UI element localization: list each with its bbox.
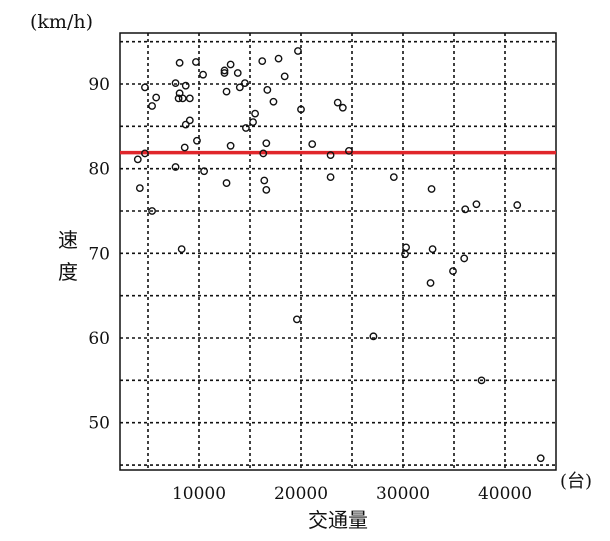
- data-point: [259, 149, 268, 158]
- data-point: [477, 376, 486, 385]
- data-point: [175, 58, 184, 67]
- x-axis-unit: (台): [560, 471, 592, 492]
- data-point: [141, 149, 149, 158]
- data-point: [235, 83, 244, 92]
- data-point: [297, 105, 305, 114]
- data-point: [152, 93, 161, 102]
- data-point: [180, 143, 189, 152]
- y-axis-label: 速度: [58, 228, 78, 284]
- data-point: [402, 243, 410, 252]
- data-point: [326, 151, 335, 160]
- data-point: [226, 60, 235, 69]
- x-tick-label: 10000: [172, 484, 226, 504]
- data-point: [249, 118, 257, 127]
- y-tick-label: 70: [88, 244, 110, 264]
- data-point: [185, 116, 194, 125]
- data-point: [427, 185, 436, 193]
- data-point: [274, 54, 283, 63]
- data-point: [192, 58, 200, 66]
- data-point: [133, 155, 142, 164]
- x-tick-label: 40000: [478, 484, 532, 504]
- data-point: [258, 57, 267, 66]
- x-tick-label: 20000: [274, 484, 328, 504]
- data-point: [294, 47, 302, 55]
- data-point: [269, 97, 278, 106]
- data-point: [262, 139, 271, 148]
- data-point: [181, 120, 190, 129]
- data-point: [426, 279, 435, 287]
- data-point: [148, 102, 156, 110]
- data-point: [220, 69, 229, 77]
- data-point: [513, 201, 522, 209]
- x-axis-label: 交通量: [308, 508, 368, 532]
- data-point: [200, 167, 209, 176]
- data-point: [233, 69, 242, 77]
- data-point: [135, 184, 144, 193]
- data-point: [293, 315, 301, 324]
- y-tick-label: 50: [88, 414, 110, 434]
- data-point: [389, 173, 398, 182]
- data-point: [193, 136, 201, 145]
- y-tick-label: 60: [88, 329, 110, 349]
- data-point: [345, 146, 353, 155]
- data-point: [199, 70, 207, 79]
- data-point: [262, 185, 271, 194]
- data-point: [148, 207, 156, 215]
- y-axis-label-char: 速: [58, 228, 78, 252]
- data-point: [185, 94, 194, 103]
- data-point: [260, 176, 269, 185]
- data-point: [141, 83, 149, 92]
- data-point: [460, 254, 469, 263]
- data-point: [222, 87, 231, 96]
- data-point: [308, 140, 317, 149]
- data-point: [251, 109, 260, 118]
- data-point: [472, 200, 481, 209]
- y-tick-label: 80: [88, 160, 110, 180]
- data-points: [133, 47, 545, 463]
- data-point: [174, 94, 183, 103]
- y-axis-unit: (km/h): [30, 11, 93, 33]
- data-point: [326, 173, 335, 182]
- data-point: [338, 103, 347, 112]
- data-point: [177, 245, 186, 254]
- tick-labels: 10000 20000 30000 40000 50 60 70 80 90: [88, 75, 532, 504]
- y-tick-label: 90: [88, 75, 110, 95]
- data-point: [263, 86, 272, 94]
- data-point: [461, 205, 470, 214]
- data-point: [181, 81, 190, 90]
- data-point: [178, 94, 187, 103]
- data-point: [280, 72, 289, 81]
- plot-frame: [119, 32, 557, 471]
- data-point: [171, 79, 180, 88]
- data-point: [428, 245, 437, 254]
- data-point: [333, 98, 342, 107]
- data-point: [222, 179, 231, 187]
- data-point: [449, 267, 457, 276]
- data-point: [401, 250, 409, 259]
- data-point: [226, 141, 235, 150]
- data-point: [171, 163, 180, 171]
- data-point: [220, 66, 229, 75]
- data-point: [536, 454, 545, 463]
- data-point: [240, 79, 249, 88]
- data-point: [369, 332, 378, 341]
- y-axis-label-char: 度: [58, 260, 78, 284]
- x-tick-label: 30000: [376, 484, 430, 504]
- data-point: [242, 124, 250, 132]
